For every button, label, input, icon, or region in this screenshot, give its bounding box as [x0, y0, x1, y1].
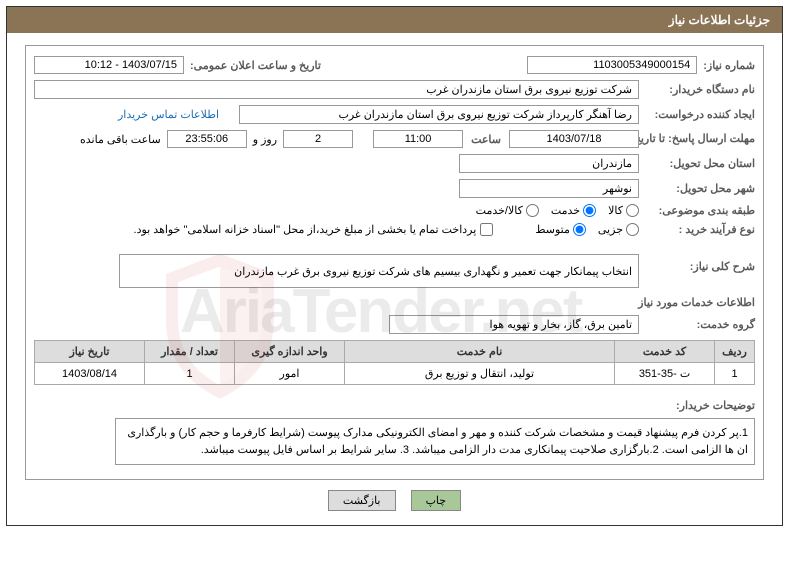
radio-partial-label: جزیی — [598, 223, 623, 236]
days-and-text: روز و — [253, 133, 277, 146]
radio-partial-input[interactable] — [626, 223, 639, 236]
buyer-org-field: شرکت توزیع نیروی برق استان مازندران غرب — [34, 80, 639, 99]
desc-text-box: انتخاب پیمانکار جهت تعمیر و نگهداری بیسی… — [119, 254, 639, 288]
services-table: ردیف کد خدمت نام خدمت واحد اندازه گیری ت… — [34, 340, 755, 385]
time-label: ساعت — [471, 133, 501, 146]
service-group-field: تامین برق، گاز، بخار و تهویه هوا — [389, 315, 639, 334]
button-bar: چاپ بازگشت — [25, 490, 764, 511]
row-need-number: شماره نیاز: 1103005349000154 تاریخ و ساع… — [34, 56, 755, 74]
announce-date-label: تاریخ و ساعت اعلان عمومی: — [190, 59, 321, 72]
back-button[interactable]: بازگشت — [328, 490, 396, 511]
print-button[interactable]: چاپ — [411, 490, 462, 511]
process-label: نوع فرآیند خرید : — [645, 223, 755, 236]
panel-title: جزئیات اطلاعات نیاز — [669, 13, 770, 27]
row-notes: توضیحات خریدار: 1.پر کردن فرم پیشنهاد قی… — [34, 393, 755, 465]
radio-goods-service[interactable]: کالا/خدمت — [476, 204, 539, 217]
row-category: طبقه بندی موضوعی: کالا خدمت کالا/خدمت — [34, 204, 755, 217]
row-city: شهر محل تحویل: نوشهر — [34, 179, 755, 198]
table-header-row: ردیف کد خدمت نام خدمت واحد اندازه گیری ت… — [35, 341, 755, 363]
notes-box: 1.پر کردن فرم پیشنهاد قیمت و مشخصات شرکت… — [115, 418, 755, 465]
cell-name: تولید، انتقال و توزیع برق — [345, 363, 615, 385]
radio-service-label: خدمت — [551, 204, 580, 217]
radio-goods-service-input[interactable] — [526, 204, 539, 217]
row-requester: ایجاد کننده درخواست: رضا آهنگر کارپرداز … — [34, 105, 755, 124]
deadline-date-field: 1403/07/18 — [509, 130, 639, 148]
row-service-group: گروه خدمت: تامین برق، گاز، بخار و تهویه … — [34, 315, 755, 334]
payment-note-text: پرداخت تمام یا بخشی از مبلغ خرید،از محل … — [134, 223, 477, 236]
time-remaining-field: 23:55:06 — [167, 130, 247, 148]
th-qty: تعداد / مقدار — [145, 341, 235, 363]
th-unit: واحد اندازه گیری — [235, 341, 345, 363]
service-group-label: گروه خدمت: — [645, 318, 755, 331]
cell-date: 1403/08/14 — [35, 363, 145, 385]
payment-checkbox[interactable]: پرداخت تمام یا بخشی از مبلغ خرید،از محل … — [134, 223, 494, 236]
row-process: نوع فرآیند خرید : جزیی متوسط پرداخت تمام… — [34, 223, 755, 236]
city-label: شهر محل تحویل: — [645, 182, 755, 195]
panel-header: جزئیات اطلاعات نیاز — [7, 7, 782, 33]
city-field: نوشهر — [459, 179, 639, 198]
th-row: ردیف — [715, 341, 755, 363]
cell-code: ت -35-351 — [615, 363, 715, 385]
province-field: مازندران — [459, 154, 639, 173]
radio-medium-label: متوسط — [535, 223, 570, 236]
payment-checkbox-input[interactable] — [480, 223, 493, 236]
radio-goods[interactable]: کالا — [608, 204, 639, 217]
cell-idx: 1 — [715, 363, 755, 385]
table-row: 1 ت -35-351 تولید، انتقال و توزیع برق ام… — [35, 363, 755, 385]
notes-label: توضیحات خریدار: — [645, 393, 755, 412]
deadline-time-field: 11:00 — [373, 130, 463, 148]
radio-medium[interactable]: متوسط — [535, 223, 586, 236]
remaining-label: ساعت باقی مانده — [80, 133, 161, 146]
th-name: نام خدمت — [345, 341, 615, 363]
deadline-label: مهلت ارسال پاسخ: تا تاریخ: — [645, 132, 755, 146]
radio-service-input[interactable] — [583, 204, 596, 217]
desc-text: انتخاب پیمانکار جهت تعمیر و نگهداری بیسی… — [234, 265, 632, 278]
contact-link[interactable]: اطلاعات تماس خریدار — [118, 108, 219, 121]
days-remaining-field: 2 — [283, 130, 353, 148]
th-date: تاریخ نیاز — [35, 341, 145, 363]
row-description: شرح کلی نیاز: انتخاب پیمانکار جهت تعمیر … — [34, 254, 755, 288]
services-section-title: اطلاعات خدمات مورد نیاز — [34, 296, 755, 309]
announce-date-field: 1403/07/15 - 10:12 — [34, 56, 184, 74]
radio-partial[interactable]: جزیی — [598, 223, 639, 236]
radio-goods-input[interactable] — [626, 204, 639, 217]
cell-qty: 1 — [145, 363, 235, 385]
desc-label: شرح کلی نیاز: — [645, 254, 755, 273]
row-deadline: مهلت ارسال پاسخ: تا تاریخ: 1403/07/18 سا… — [34, 130, 755, 148]
content-area: شماره نیاز: 1103005349000154 تاریخ و ساع… — [7, 33, 782, 525]
main-container: جزئیات اطلاعات نیاز شماره نیاز: 11030053… — [6, 6, 783, 526]
requester-label: ایجاد کننده درخواست: — [645, 108, 755, 121]
details-panel: شماره نیاز: 1103005349000154 تاریخ و ساع… — [25, 45, 764, 480]
notes-text: 1.پر کردن فرم پیشنهاد قیمت و مشخصات شرکت… — [127, 427, 748, 456]
cell-unit: امور — [235, 363, 345, 385]
row-province: استان محل تحویل: مازندران — [34, 154, 755, 173]
radio-goods-label: کالا — [608, 204, 623, 217]
th-code: کد خدمت — [615, 341, 715, 363]
province-label: استان محل تحویل: — [645, 157, 755, 170]
requester-field: رضا آهنگر کارپرداز شرکت توزیع نیروی برق … — [239, 105, 639, 124]
radio-medium-input[interactable] — [573, 223, 586, 236]
radio-service[interactable]: خدمت — [551, 204, 596, 217]
category-label: طبقه بندی موضوعی: — [645, 204, 755, 217]
row-buyer-org: نام دستگاه خریدار: شرکت توزیع نیروی برق … — [34, 80, 755, 99]
radio-goods-service-label: کالا/خدمت — [476, 204, 523, 217]
need-number-field: 1103005349000154 — [527, 56, 697, 74]
need-number-label: شماره نیاز: — [703, 59, 755, 72]
buyer-org-label: نام دستگاه خریدار: — [645, 83, 755, 96]
